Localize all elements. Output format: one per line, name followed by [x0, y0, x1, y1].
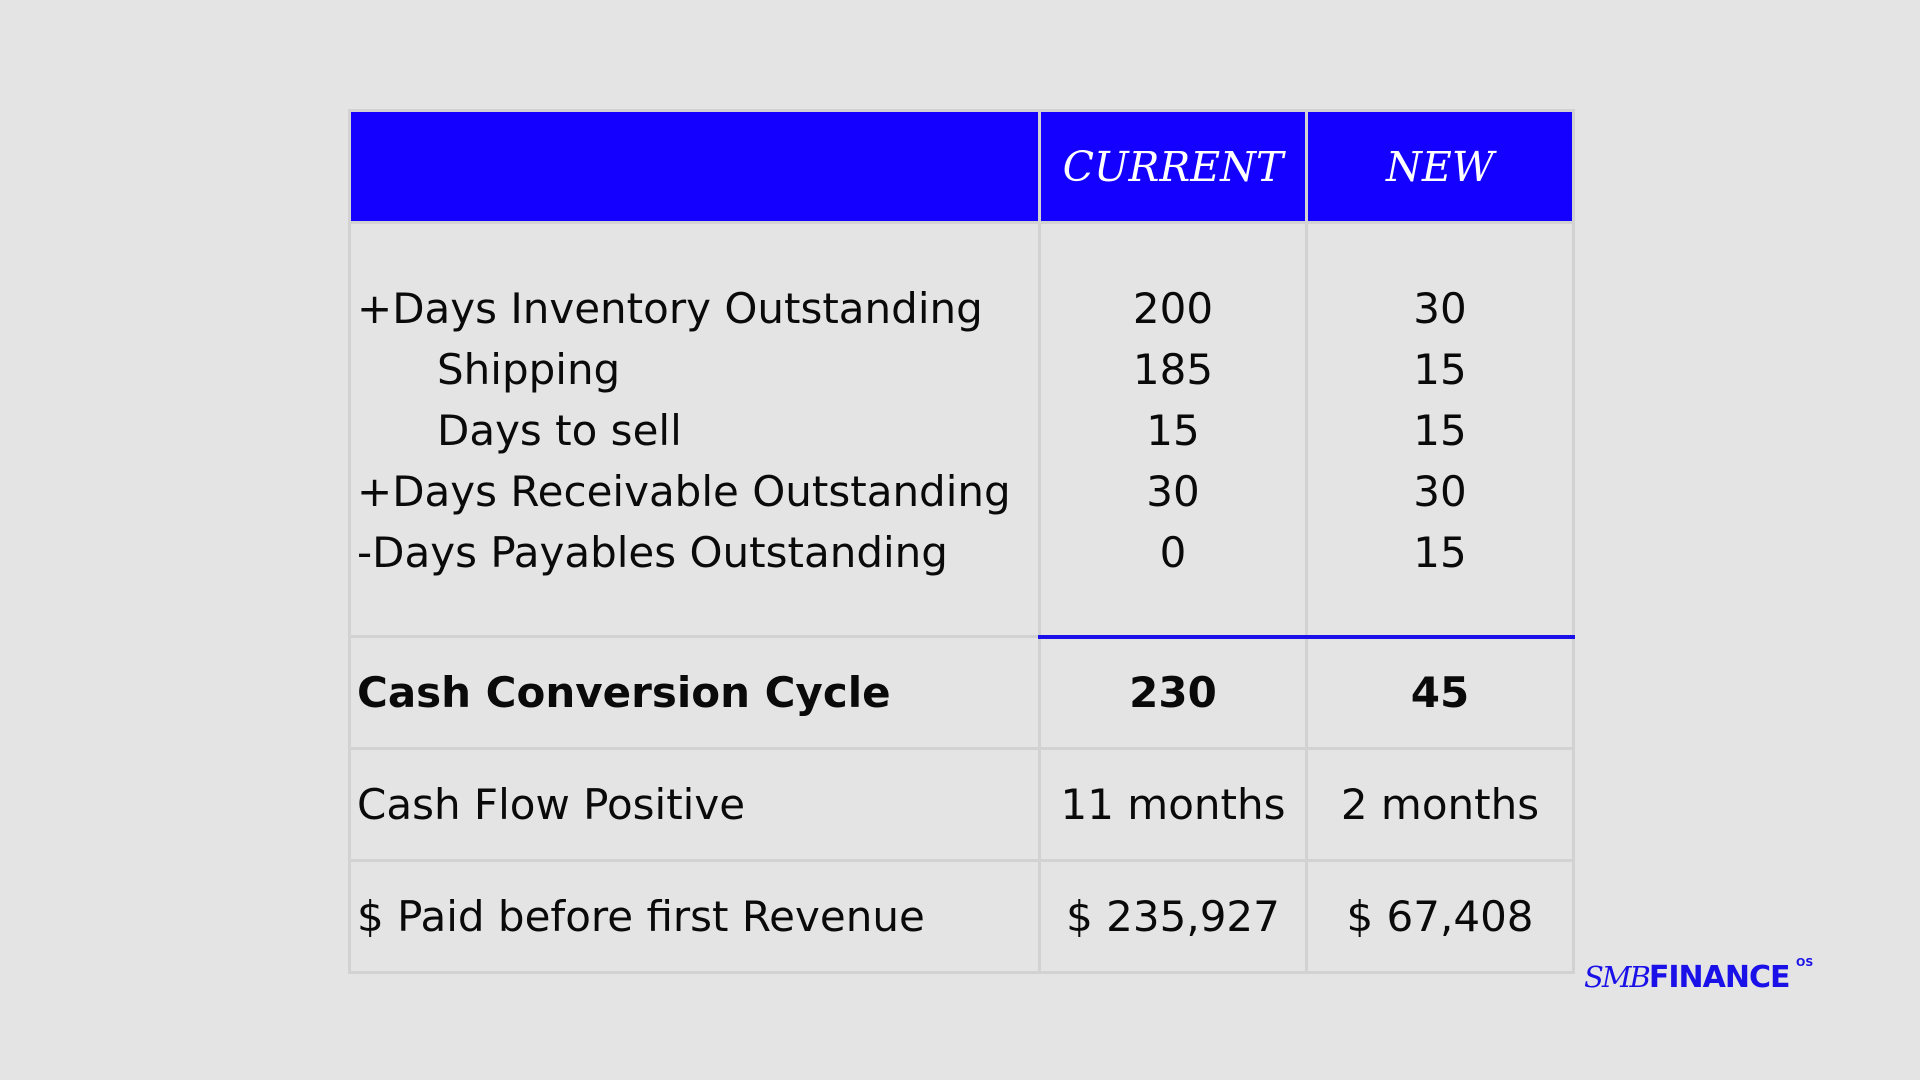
breakdown-labels: +Days Inventory Outstanding Shipping Day… [348, 221, 1041, 638]
breakdown-current-value: 0 [1159, 528, 1187, 577]
summary-current: 230 [1038, 635, 1308, 750]
cash-conversion-table: CURRENT NEW +Days Inventory Outstanding … [348, 109, 1575, 974]
cash-flow-label: Cash Flow Positive [348, 747, 1041, 862]
breakdown-label: +Days Receivable Outstanding [357, 467, 1011, 516]
cash-flow-new: 2 months [1305, 747, 1575, 862]
header-current: CURRENT [1038, 109, 1308, 224]
breakdown-new-values: 30 15 15 30 15 [1305, 221, 1575, 639]
summary-label: Cash Conversion Cycle [348, 635, 1041, 750]
breakdown-new-value: 15 [1413, 406, 1467, 455]
breakdown-label: Shipping [437, 345, 621, 394]
logo-os-superscript: OS [1796, 956, 1814, 969]
logo-smb-text: SMB [1584, 960, 1651, 994]
breakdown-new-value: 15 [1413, 345, 1467, 394]
breakdown-new-value: 15 [1413, 528, 1467, 577]
header-label-cell [348, 109, 1041, 224]
breakdown-label: +Days Inventory Outstanding [357, 284, 983, 333]
logo-finance-text: FINANCE [1648, 960, 1791, 995]
smbfinance-logo: SMBFINANCE OS [1584, 956, 1813, 1000]
breakdown-current-value: 185 [1132, 345, 1214, 394]
breakdown-current-value: 15 [1146, 406, 1200, 455]
summary-new: 45 [1305, 635, 1575, 750]
breakdown-current-values: 200 185 15 30 0 [1038, 221, 1308, 639]
breakdown-current-value: 200 [1132, 284, 1214, 333]
cash-flow-positive-row: Cash Flow Positive 11 months 2 months [348, 747, 1575, 862]
breakdown-current-value: 30 [1146, 467, 1200, 516]
header-row: CURRENT NEW [348, 109, 1575, 224]
breakdown-new-value: 30 [1413, 284, 1467, 333]
paid-new: $ 67,408 [1305, 859, 1575, 974]
cash-flow-current: 11 months [1038, 747, 1308, 862]
breakdown-section: +Days Inventory Outstanding Shipping Day… [348, 221, 1575, 639]
cash-conversion-cycle-row: Cash Conversion Cycle 230 45 [348, 635, 1575, 750]
breakdown-new-value: 30 [1413, 467, 1467, 516]
breakdown-label: Days to sell [437, 406, 682, 455]
breakdown-label: -Days Payables Outstanding [357, 528, 948, 577]
paid-current: $ 235,927 [1038, 859, 1308, 974]
header-new: NEW [1305, 109, 1575, 224]
paid-before-revenue-row: $ Paid before first Revenue $ 235,927 $ … [348, 859, 1575, 974]
paid-label: $ Paid before first Revenue [348, 859, 1041, 974]
